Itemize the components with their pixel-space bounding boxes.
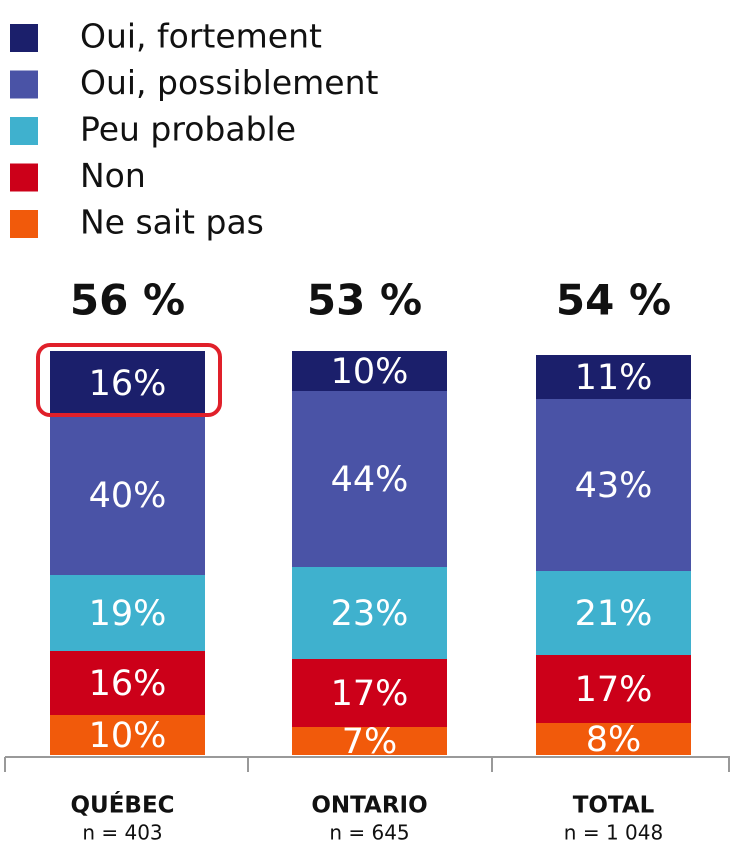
legend-swatch: [10, 210, 38, 238]
bar-segment: [292, 567, 447, 659]
value-label: 23%: [331, 594, 409, 634]
bar-segment: [50, 715, 205, 755]
value-label: 43%: [575, 466, 653, 506]
bar-segment: [292, 351, 447, 391]
bar-segment: [50, 651, 205, 715]
value-label: 17%: [575, 670, 653, 710]
legend-label: Non: [80, 156, 146, 195]
bar-segment: [536, 355, 691, 399]
bar-segment: [50, 351, 205, 415]
total-label: 53 %: [307, 276, 422, 325]
x-tick-label: ONTARIO: [311, 793, 427, 819]
legend-label: Ne sait pas: [80, 203, 264, 242]
bar-segment: [292, 727, 447, 755]
x-tick-label: QUÉBEC: [70, 791, 174, 819]
value-label: 21%: [575, 594, 653, 634]
value-label: 10%: [89, 716, 167, 756]
value-label: 17%: [331, 674, 409, 714]
total-label: 56 %: [70, 276, 185, 325]
bar-segment: [50, 415, 205, 575]
legend-label: Oui, fortement: [80, 17, 322, 56]
legend-label: Peu probable: [80, 110, 296, 149]
legend-swatch: [10, 70, 38, 99]
category-note: n = 645: [329, 821, 409, 845]
x-tick-label: TOTAL: [573, 793, 655, 819]
bar-segment: [50, 575, 205, 651]
bar-segment: [536, 571, 691, 655]
bar-segment: [536, 399, 691, 571]
value-label: 10%: [331, 352, 409, 392]
value-label: 16%: [89, 664, 167, 704]
legend-swatch: [10, 163, 38, 192]
bar-segment: [292, 391, 447, 567]
total-label: 54 %: [556, 276, 671, 325]
value-label: 44%: [331, 460, 409, 500]
legend-swatch: [10, 117, 38, 145]
legend-swatch: [10, 24, 38, 52]
category-note: n = 1 048: [564, 821, 663, 845]
category-note: n = 403: [82, 821, 162, 845]
value-label: 11%: [575, 358, 653, 398]
value-label: 8%: [586, 720, 642, 760]
bar-segment: [536, 655, 691, 723]
legend-label: Oui, possiblement: [80, 63, 379, 102]
highlight-box: [36, 343, 222, 417]
value-label: 19%: [89, 594, 167, 634]
bar-segment: [292, 659, 447, 727]
value-label: 40%: [89, 476, 167, 516]
value-label: 16%: [89, 364, 167, 404]
bar-segment: [536, 723, 691, 755]
value-label: 7%: [342, 722, 398, 762]
